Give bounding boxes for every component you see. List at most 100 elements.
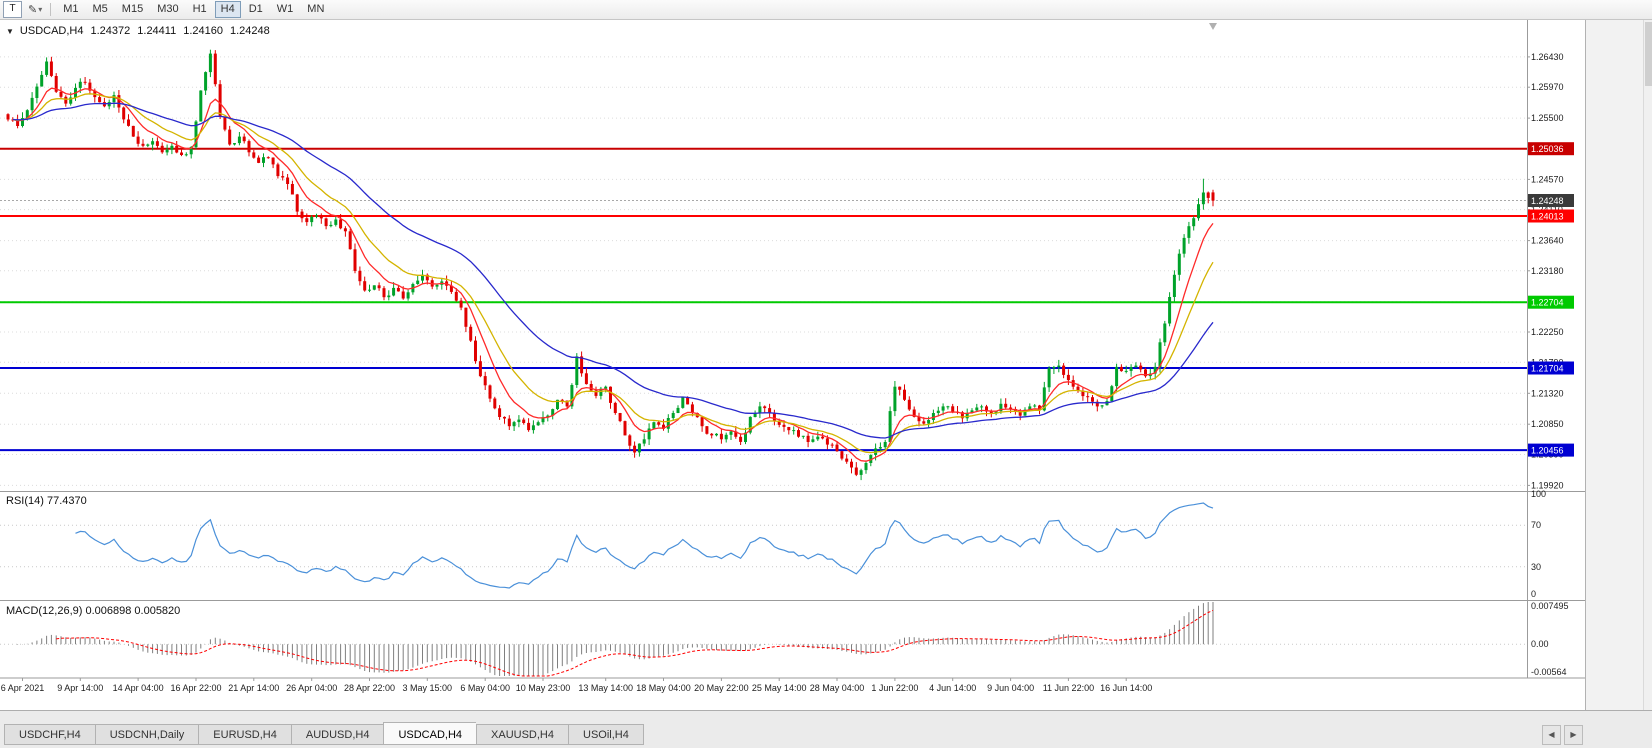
- text-tool-button[interactable]: T: [3, 1, 22, 18]
- chart-tabs: USDCHF,H4 USDCNH,Daily EURUSD,H4 AUDUSD,H4 U…: [4, 722, 644, 745]
- time-axis-label: 6 May 04:00: [460, 683, 510, 693]
- time-axis[interactable]: 6 Apr 2021 9 Apr 14:00 14 Apr 04:00 16 Apr …: [1, 678, 1152, 693]
- chart-canvas[interactable]: 1.264301.259701.255001.250301.245701.241…: [0, 20, 1585, 710]
- price-tag-1.25036: [1528, 142, 1574, 156]
- rsi-axis-label: 70: [1531, 520, 1541, 530]
- rsi-axis: 100 70 30 0: [1531, 489, 1546, 599]
- chart-tab-usoil-h4[interactable]: USOil,H4: [568, 724, 644, 745]
- timeframe-button-m5[interactable]: M5: [92, 3, 108, 15]
- macd-histogram: [17, 602, 1214, 676]
- tab-scroll-left-button[interactable]: ◀: [1542, 725, 1561, 745]
- rsi-indicator-header: RSI(14) 77.4370: [6, 495, 87, 507]
- chart-symbol-label: USDCAD,H4: [19, 25, 84, 37]
- chart-tab-xauusd-h4[interactable]: XAUUSD,H4: [476, 724, 568, 745]
- time-axis-label: 25 May 14:00: [752, 683, 807, 693]
- rsi-axis-label: 0: [1531, 589, 1536, 599]
- drawing-tools-button[interactable]: ✎ ▾: [25, 3, 45, 16]
- toolbar-separator: [50, 3, 52, 16]
- rsi-guide-lines: [0, 524, 1527, 568]
- price-tag-label: 1.21704: [1531, 364, 1564, 374]
- main-grid: [0, 56, 1527, 486]
- timeframe-toolbar: M1 M5 M15 M30 H1 H4 D1 W1 MN: [56, 1, 331, 18]
- price-tag-1.24248: [1528, 194, 1574, 207]
- price-axis-label: 1.23180: [1531, 266, 1564, 276]
- macd-axis-label: -0.00564: [1531, 667, 1567, 677]
- price-tag-label: 1.24248: [1531, 196, 1564, 206]
- time-axis-label: 26 Apr 04:00: [286, 683, 337, 693]
- ohlc-low-value: 1.24160: [183, 25, 223, 37]
- rsi-title-label: RSI(14) 77.4370: [6, 495, 87, 507]
- price-axis-label: 1.19920: [1531, 480, 1564, 490]
- timeframe-button-h4[interactable]: H4: [214, 1, 241, 18]
- chart-tab-bar: USDCHF,H4 USDCNH,Daily EURUSD,H4 AUDUSD,H4 U…: [0, 710, 1652, 748]
- time-axis-label: 4 Jun 14:00: [929, 683, 976, 693]
- vertical-scrollbar-thumb[interactable]: [1645, 22, 1652, 86]
- price-tag-label: 1.22704: [1531, 298, 1564, 308]
- ma-slow-line: [12, 102, 1214, 439]
- price-axis-label: 1.24570: [1531, 174, 1564, 184]
- time-axis-label: 10 May 23:00: [516, 683, 571, 693]
- collapse-chart-button[interactable]: ▼: [6, 26, 14, 36]
- chart-window: 1.264301.259701.255001.250301.245701.241…: [0, 20, 1586, 710]
- price-axis-label: 1.25500: [1531, 113, 1564, 123]
- price-axis-label: 1.26430: [1531, 52, 1564, 62]
- chart-ohlc-header: ▼ USDCAD,H4 1.24372 1.24411 1.24160 1.24…: [6, 25, 270, 37]
- time-axis-label: 28 May 04:00: [810, 683, 865, 693]
- chart-tab-usdcad-h4[interactable]: USDCAD,H4: [383, 722, 477, 745]
- chevron-down-icon: ▾: [38, 5, 43, 14]
- ohlc-close-value: 1.24248: [229, 25, 270, 37]
- time-axis-label: 18 May 04:00: [636, 683, 691, 693]
- price-tag-1.20456: [1528, 443, 1574, 457]
- macd-title-label: MACD(12,26,9) 0.006898 0.005820: [6, 605, 181, 617]
- chart-shift-marker[interactable]: [1209, 23, 1217, 30]
- tab-scroll-right-button[interactable]: ▶: [1564, 725, 1583, 745]
- macd-axis-label: 0.007495: [1531, 601, 1569, 611]
- time-axis-label: 28 Apr 22:00: [344, 683, 395, 693]
- price-axis-label: 1.22250: [1531, 327, 1564, 337]
- timeframe-button-h1[interactable]: H1: [192, 3, 207, 15]
- price-tag-label: 1.24013: [1531, 212, 1564, 222]
- time-axis-label: 6 Apr 2021: [1, 683, 45, 693]
- top-toolbar: T ✎ ▾ M1 M5 M15 M30 H1 H4 D1 W1 MN: [0, 0, 1652, 20]
- level-lines: [0, 147, 1527, 452]
- timeframe-button-m15[interactable]: M15: [121, 3, 144, 15]
- price-tag-label: 1.25036: [1531, 144, 1564, 154]
- vertical-scrollbar[interactable]: [1643, 20, 1652, 710]
- time-axis-label: 21 Apr 14:00: [228, 683, 279, 693]
- chart-tab-audusd-h4[interactable]: AUDUSD,H4: [290, 724, 384, 745]
- time-axis-label: 9 Jun 04:00: [987, 683, 1034, 693]
- price-tags: 1.25036 1.24248 1.24013 1.22704 1.21704 1.204…: [1528, 142, 1574, 457]
- ma-fast-line: [12, 87, 1214, 462]
- chart-tab-usdchf-h4[interactable]: USDCHF,H4: [4, 724, 95, 745]
- chart-tab-usdcnh-daily[interactable]: USDCNH,Daily: [94, 724, 199, 745]
- macd-signal-line: [56, 609, 1214, 677]
- time-axis-label: 1 Jun 22:00: [871, 683, 918, 693]
- timeframe-button-m30[interactable]: M30: [157, 3, 179, 15]
- rsi-line: [75, 502, 1214, 589]
- timeframe-button-w1[interactable]: W1: [276, 3, 294, 15]
- ohlc-open-value: 1.24372: [90, 25, 131, 37]
- chart-tab-eurusd-h4[interactable]: EURUSD,H4: [198, 724, 291, 745]
- time-axis-label: 14 Apr 04:00: [113, 683, 164, 693]
- timeframe-button-m1[interactable]: M1: [63, 3, 79, 15]
- time-axis-label: 20 May 22:00: [694, 683, 749, 693]
- macd-indicator-header: MACD(12,26,9) 0.006898 0.005820: [6, 605, 180, 617]
- price-tag-1.21704: [1528, 361, 1574, 375]
- price-axis-label: 1.23640: [1531, 236, 1564, 246]
- time-axis-label: 13 May 14:00: [578, 683, 633, 693]
- pencil-icon: ✎: [28, 4, 38, 16]
- macd-axis: 0.007495 0.00 -0.00564: [1531, 601, 1569, 677]
- price-tag-label: 1.20456: [1531, 446, 1564, 456]
- price-axis[interactable]: 1.264301.259701.255001.250301.245701.241…: [1527, 52, 1564, 491]
- price-axis-label: 1.20850: [1531, 419, 1564, 429]
- time-axis-label: 9 Apr 14:00: [57, 683, 103, 693]
- time-axis-label: 11 Jun 22:00: [1043, 683, 1094, 693]
- timeframe-button-mn[interactable]: MN: [307, 3, 325, 15]
- workspace-background: [1586, 20, 1652, 710]
- timeframe-button-d1[interactable]: D1: [248, 3, 263, 15]
- price-axis-label: 1.21320: [1531, 388, 1564, 398]
- time-axis-label: 3 May 15:00: [403, 683, 453, 693]
- price-axis-label: 1.25970: [1531, 82, 1564, 92]
- rsi-axis-label: 30: [1531, 562, 1541, 572]
- ohlc-high-value: 1.24411: [137, 25, 177, 37]
